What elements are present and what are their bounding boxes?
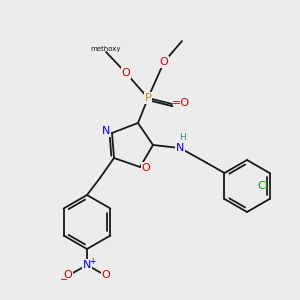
Text: +: + [89, 256, 95, 266]
Text: P: P [145, 93, 152, 103]
Text: O: O [122, 68, 130, 78]
Text: H: H [178, 134, 185, 142]
Text: O: O [102, 270, 110, 280]
Text: −: − [60, 275, 68, 285]
Text: Cl: Cl [257, 181, 268, 191]
Text: methoxy: methoxy [91, 46, 121, 52]
Text: N: N [102, 126, 110, 136]
Text: O: O [64, 270, 72, 280]
Text: N: N [83, 260, 91, 270]
Text: O: O [160, 57, 168, 67]
Text: O: O [142, 163, 150, 173]
Text: N: N [176, 143, 184, 153]
Text: =O: =O [172, 98, 190, 108]
